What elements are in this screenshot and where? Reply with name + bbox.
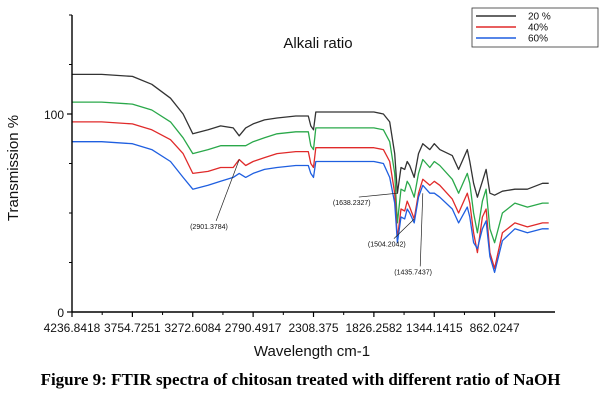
ftir-chart: Alkali ratio Transmission % Wavelength c… xyxy=(5,7,599,360)
series-line-unlabeled xyxy=(72,101,549,244)
annotation-leader xyxy=(393,218,415,239)
annotation-label: (1435.7437) xyxy=(394,269,432,276)
axes-layer: 0 100 4236.8418 3754.7251 3272.6084 2790.4917… xyxy=(44,14,555,335)
x-tick-label: 4236.8418 xyxy=(44,321,101,335)
legend-label: 40% xyxy=(528,23,548,34)
x-tick-label: 2308.375 xyxy=(288,321,338,335)
chart-title: Alkali ratio xyxy=(283,35,352,52)
legend-label: 20 % xyxy=(528,12,551,23)
x-tick-label: 1344.1415 xyxy=(406,321,463,335)
annotation-label: (1504.2042) xyxy=(368,242,406,249)
legend: 20 %40%60% xyxy=(471,7,599,48)
y-tick-label: 0 xyxy=(57,306,64,320)
x-tick-label: 1826.2582 xyxy=(346,321,403,335)
annotation-layer: (2901.3784) (1638.2327) (1504.2042) (1435.7… xyxy=(190,159,432,276)
series-line-20 xyxy=(72,73,549,198)
y-axis-title: Transmission % xyxy=(5,115,22,221)
series-line-60 xyxy=(72,141,549,274)
legend-label: 60% xyxy=(528,34,548,45)
x-axis-title: Wavelength cm-1 xyxy=(254,343,370,360)
annotation-leader xyxy=(215,159,240,221)
annotation-label: (2901.3784) xyxy=(190,224,228,231)
annotation-leader xyxy=(419,193,424,267)
y-tick-label: 100 xyxy=(44,108,64,122)
annotation-label: (1638.2327) xyxy=(333,200,371,207)
figure-caption: Figure 9: FTIR spectra of chitosan treat… xyxy=(40,370,561,389)
x-tick-label: 3272.6084 xyxy=(164,321,221,335)
x-tick-label: 3754.7251 xyxy=(104,321,161,335)
x-tick-label: 862.0247 xyxy=(470,321,520,335)
x-tick-label: 2790.4917 xyxy=(225,321,282,335)
annotation-leader xyxy=(358,192,398,198)
